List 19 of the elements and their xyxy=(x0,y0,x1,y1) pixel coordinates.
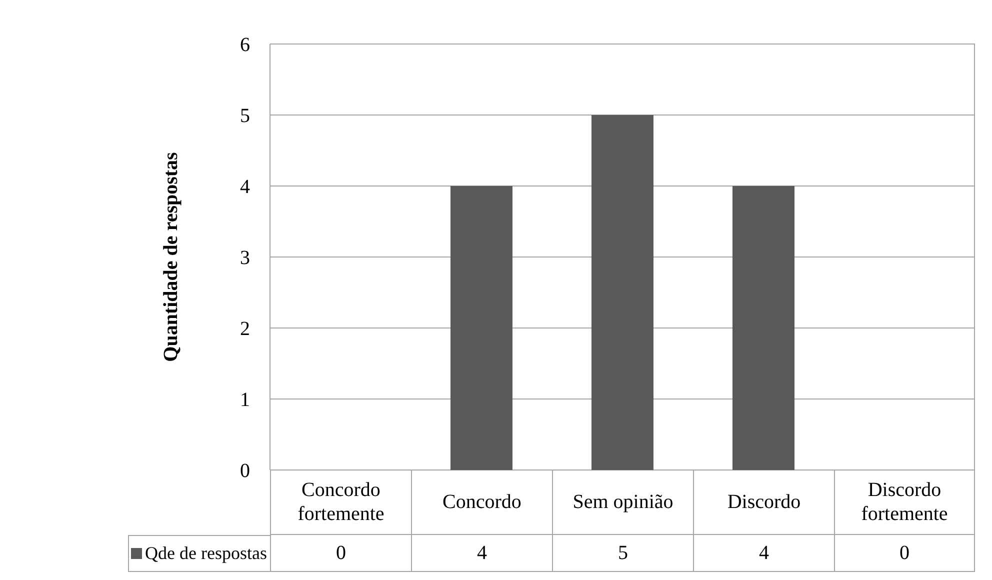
y-tick-label: 2 xyxy=(240,318,250,340)
data-label: 0 xyxy=(270,535,411,572)
data-label: 0 xyxy=(834,535,975,572)
y-tick-label: 3 xyxy=(240,247,250,270)
x-tick-label: Discordo fortemente xyxy=(834,470,975,535)
y-tick-label: 1 xyxy=(240,389,250,412)
x-tick-label: Concordo xyxy=(411,470,552,535)
y-tick-label: 4 xyxy=(240,176,250,198)
legend-label: Qde de respostas xyxy=(128,535,270,572)
x-tick-label: Discordo xyxy=(693,470,834,535)
x-tick-label: Sem opinião xyxy=(552,470,693,535)
y-axis-title: Quantidade de respostas xyxy=(160,152,182,362)
y-tick-label: 0 xyxy=(240,460,250,482)
data-label: 4 xyxy=(411,535,552,572)
data-label: 4 xyxy=(693,535,834,572)
y-tick-label: 6 xyxy=(240,34,250,56)
data-label: 5 xyxy=(552,535,693,572)
y-tick-label: 5 xyxy=(240,105,250,128)
x-tick-label: Concordo fortemente xyxy=(270,470,411,535)
